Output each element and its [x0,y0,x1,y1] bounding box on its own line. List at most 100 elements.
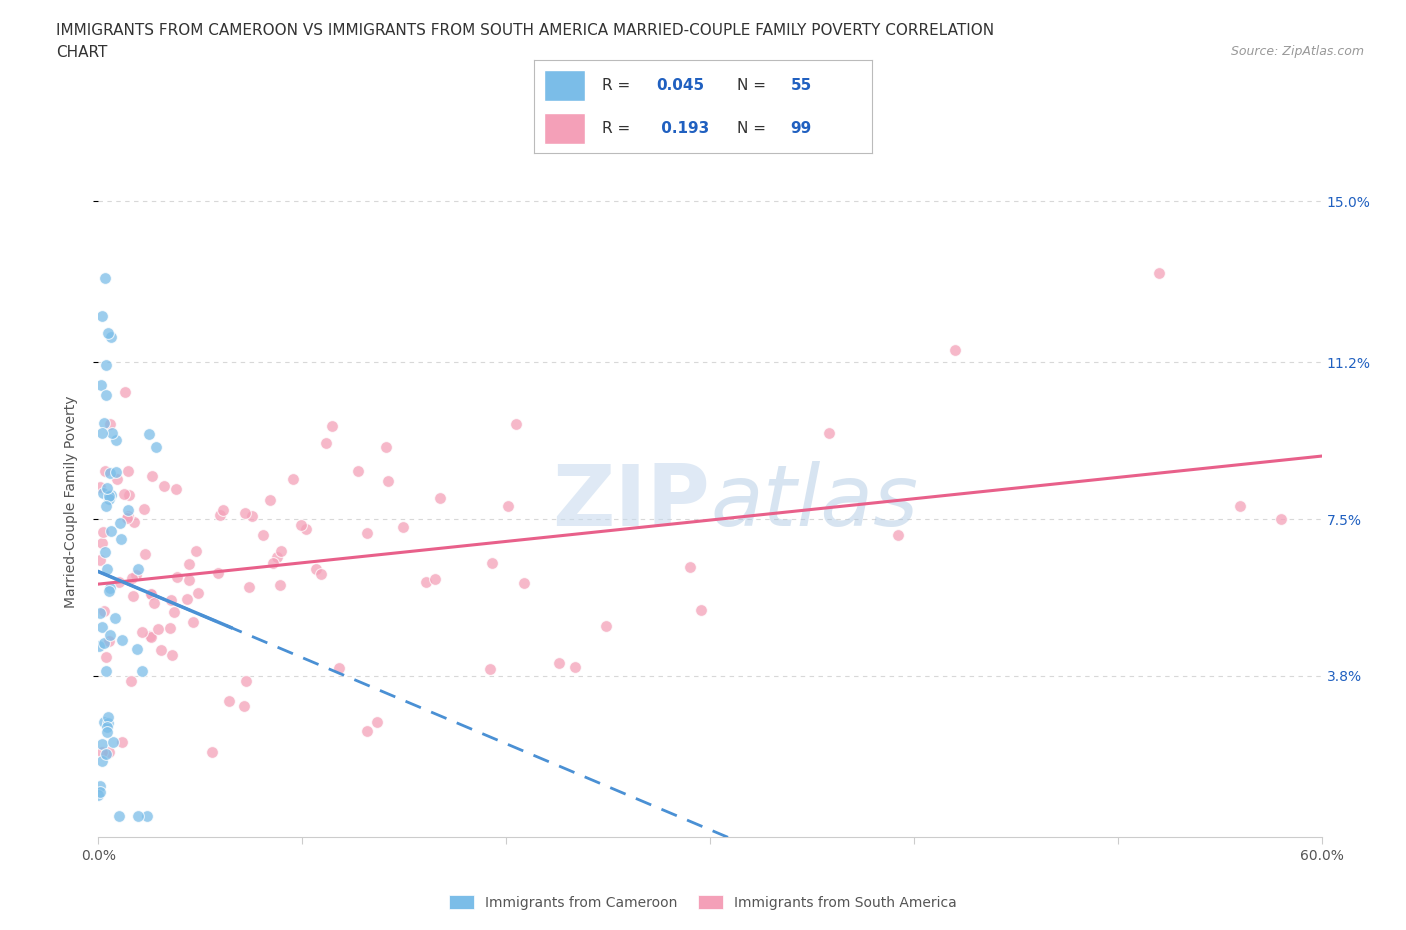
Point [943,342,966,357]
Point [87,787,110,802]
Point [160,647,183,662]
Point [347,463,370,478]
Point [100,627,122,642]
Text: ZIP: ZIP [553,460,710,544]
Point [91,753,114,768]
Point [94,388,117,403]
Point [89,552,111,567]
Point [201,745,224,760]
Point [328,660,350,675]
Point [112,486,135,501]
Point [93,636,115,651]
Point [98,745,121,760]
Point [117,487,139,502]
Point [141,587,163,602]
Text: IMMIGRANTS FROM CAMEROON VS IMMIGRANTS FROM SOUTH AMERICA MARRIED-COUPLE FAMILY : IMMIGRANTS FROM CAMEROON VS IMMIGRANTS F… [56,23,994,38]
Point [238,579,260,594]
Point [108,575,131,590]
Text: Source: ZipAtlas.com: Source: ZipAtlas.com [1230,45,1364,58]
Point [108,808,131,823]
Point [93,714,115,729]
Point [478,661,501,676]
Point [392,519,415,534]
Point [117,463,139,478]
Point [148,622,170,637]
Point [89,605,111,620]
Point [269,578,291,592]
Point [89,785,111,800]
Point [98,581,121,596]
Point [100,523,122,538]
Point [252,527,274,542]
Point [96,724,118,739]
Point [111,632,134,647]
Point [266,550,288,565]
Point [377,473,399,488]
Point [481,556,503,571]
Point [94,463,117,478]
Point [87,638,110,653]
Point [218,694,240,709]
Point [136,808,159,823]
Point [125,567,148,582]
Point [100,417,122,432]
Point [496,498,519,513]
Point [1229,499,1251,514]
Point [235,673,257,688]
Y-axis label: Married-Couple Family Poverty: Married-Couple Family Poverty [63,396,77,608]
Point [207,565,229,580]
Point [423,572,446,587]
Point [124,514,146,529]
Point [564,659,586,674]
Point [96,357,118,372]
Point [94,649,117,664]
Point [105,472,128,486]
Bar [544,70,585,101]
Point [90,378,112,392]
Point [309,566,332,581]
Text: 0.045: 0.045 [655,78,704,93]
Point [91,619,114,634]
Point [90,425,112,440]
Point [356,724,378,738]
Bar [544,113,585,144]
Legend: Immigrants from Cameroon, Immigrants from South America: Immigrants from Cameroon, Immigrants fro… [444,891,962,914]
Point [679,560,702,575]
Point [177,572,200,587]
Text: R =: R = [602,78,636,93]
Point [114,385,136,400]
Point [315,435,337,450]
Point [142,596,165,611]
Point [690,603,713,618]
Point [89,778,111,793]
Point [94,664,117,679]
Point [93,416,115,431]
Point [281,472,304,486]
Point [117,509,139,524]
Point [145,440,167,455]
Point [132,502,155,517]
Text: CHART: CHART [56,45,108,60]
Point [179,557,201,572]
Point [817,425,839,440]
Point [94,747,117,762]
Point [117,502,139,517]
Point [96,481,118,496]
Point [183,615,205,630]
Point [270,544,292,559]
Point [429,491,451,506]
Point [186,543,208,558]
Text: N =: N = [737,121,770,136]
Point [122,589,145,604]
Point [93,525,115,539]
Point [240,509,263,524]
Point [110,531,132,546]
Point [305,562,328,577]
Point [548,656,571,671]
Point [97,634,120,649]
Point [139,587,162,602]
Text: 99: 99 [790,121,813,136]
Text: N =: N = [737,78,770,93]
Point [104,464,127,479]
Point [115,511,138,525]
